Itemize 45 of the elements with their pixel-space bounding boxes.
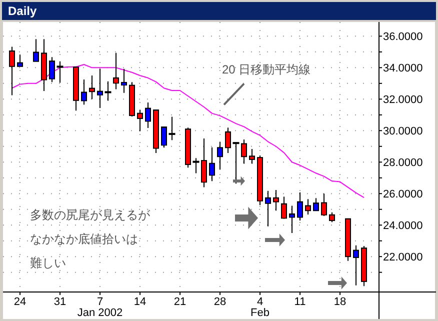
candlestick [137, 109, 143, 132]
candlestick [81, 78, 87, 106]
y-tick-label: 24.0000 [383, 220, 423, 232]
x-tick-label: 31 [54, 296, 66, 308]
candlestick [249, 148, 255, 164]
candlestick [289, 205, 295, 234]
x-tick-label: 4 Feb [250, 296, 270, 319]
title: Daily [2, 2, 436, 20]
candlestick [33, 38, 39, 62]
candlestick [209, 146, 215, 182]
x-tick-label: 18 [334, 296, 346, 308]
y-tick-label: 26.0000 [383, 188, 423, 201]
x-tick-label: 21 [174, 296, 186, 308]
series-label: 20 日移動平均線 [222, 62, 311, 106]
candlestick [89, 75, 95, 100]
y-tick-label: 22.0000 [383, 252, 423, 264]
candlestick [17, 54, 23, 67]
candlestick [265, 190, 271, 227]
candlestick [321, 193, 327, 216]
candlestick [113, 52, 119, 90]
annotation: 多数の尻尾が見えるが [30, 208, 150, 222]
candlestick [9, 46, 15, 96]
candlestick [121, 68, 127, 94]
candlestick [281, 196, 287, 220]
y-tick-label: 30.0000 [383, 126, 423, 138]
candlestick [353, 244, 359, 286]
annotation: 難しい [30, 256, 66, 270]
y-tick-label: 28.0000 [383, 157, 423, 170]
candlestick [305, 198, 311, 216]
y-tick-label: 36.0000 [383, 31, 423, 44]
x-tick-label: 14 [134, 296, 146, 308]
x-tick-label: 24 [14, 296, 26, 308]
x-tick-label: 28 [214, 296, 226, 308]
annotation: なかなか底値拾いは [30, 232, 138, 246]
x-tick-label: 11 [294, 296, 306, 308]
candlestick [145, 102, 151, 128]
candlestick [217, 141, 223, 170]
candlestick [297, 192, 303, 222]
chart-title: Daily [8, 4, 38, 18]
candlestick [273, 189, 279, 212]
candlestick [329, 212, 335, 223]
y-tick-label: 34.0000 [383, 62, 423, 75]
y-tick-label: 32.0000 [383, 94, 423, 106]
candlestick [313, 198, 319, 212]
x-tick-label: 7 Jan 2002 [77, 296, 123, 319]
